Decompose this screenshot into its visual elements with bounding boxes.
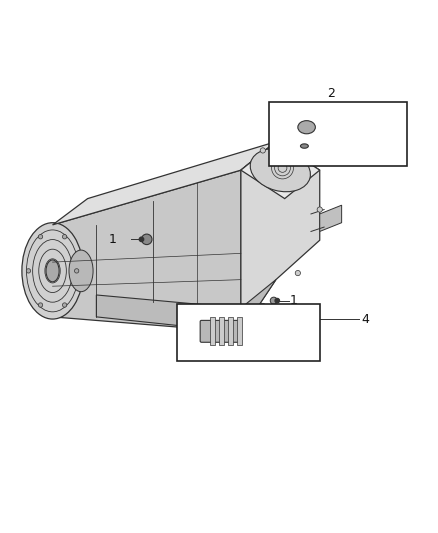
FancyBboxPatch shape (200, 320, 240, 342)
Circle shape (317, 207, 322, 212)
Circle shape (141, 234, 152, 245)
Circle shape (260, 148, 265, 153)
Polygon shape (53, 170, 241, 332)
Ellipse shape (22, 223, 83, 319)
Ellipse shape (250, 149, 311, 192)
Circle shape (270, 297, 277, 304)
Bar (177, 304, 320, 361)
Polygon shape (53, 142, 276, 225)
Ellipse shape (46, 260, 59, 282)
Ellipse shape (298, 120, 315, 134)
Circle shape (304, 159, 309, 164)
Bar (210, 317, 215, 345)
Text: 4: 4 (361, 312, 369, 326)
Circle shape (139, 237, 144, 241)
Text: 3: 3 (331, 140, 339, 152)
Ellipse shape (300, 144, 308, 148)
Ellipse shape (69, 250, 93, 292)
Polygon shape (241, 142, 320, 199)
Circle shape (260, 303, 265, 309)
Circle shape (26, 269, 31, 273)
Circle shape (74, 269, 79, 273)
Polygon shape (96, 280, 276, 332)
Circle shape (39, 235, 43, 239)
Text: 1: 1 (108, 233, 116, 246)
Circle shape (62, 235, 67, 239)
Bar (219, 317, 224, 345)
Circle shape (38, 303, 42, 307)
Bar (237, 317, 242, 345)
Bar (228, 317, 233, 345)
Circle shape (62, 303, 67, 307)
Text: 2: 2 (327, 87, 335, 100)
Circle shape (275, 298, 279, 303)
Text: 5: 5 (195, 338, 203, 351)
Polygon shape (241, 142, 320, 332)
Polygon shape (320, 205, 342, 231)
Text: 1: 1 (290, 294, 298, 307)
Bar (269, 102, 407, 166)
Circle shape (295, 270, 300, 276)
